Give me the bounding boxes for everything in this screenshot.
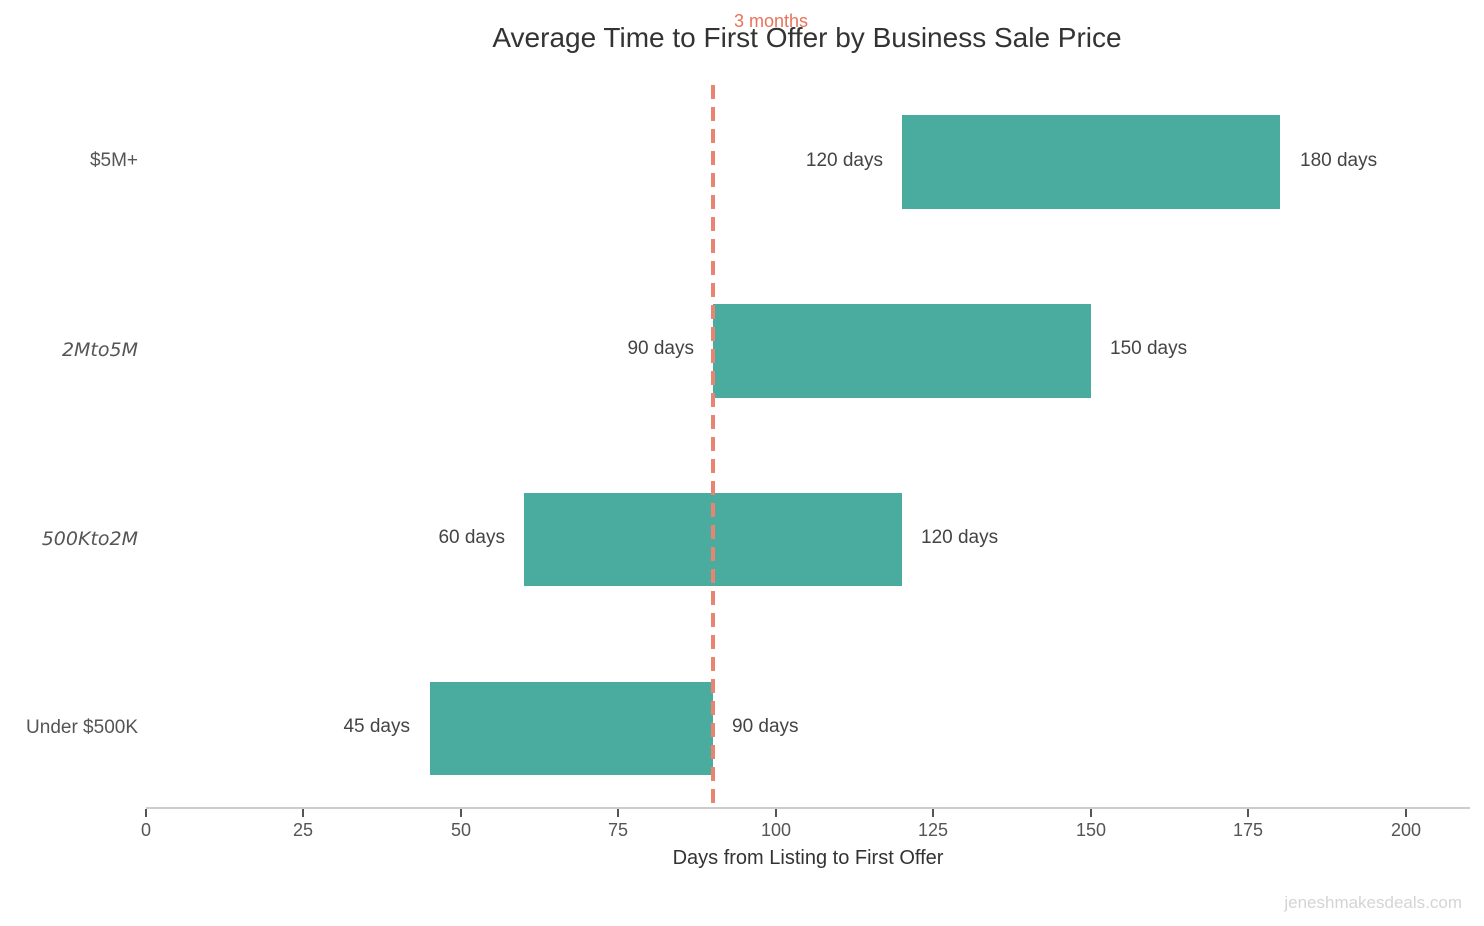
y-label-under-500k: Under $500K xyxy=(26,717,138,738)
value-label-min: 60 days xyxy=(438,527,505,548)
x-tick-label: 25 xyxy=(292,820,314,840)
x-tick xyxy=(1247,809,1249,817)
value-label-max: 120 days xyxy=(921,527,999,548)
x-tick-label: 125 xyxy=(917,820,949,840)
x-tick-label: 150 xyxy=(1075,820,1107,840)
x-tick-label: 0 xyxy=(140,820,151,840)
x-axis-title: Days from Listing to First Offer xyxy=(672,847,944,869)
x-tick-label: 175 xyxy=(1232,820,1264,840)
value-label-min: 120 days xyxy=(805,150,883,171)
value-label-min: 90 days xyxy=(627,338,694,359)
reference-line-label: 3 months xyxy=(733,11,809,31)
x-tick-label: 200 xyxy=(1390,820,1422,840)
bar-2m-to-5m xyxy=(713,304,1091,398)
x-tick xyxy=(1090,809,1092,817)
x-tick-label: 75 xyxy=(607,820,629,840)
x-tick xyxy=(460,809,462,817)
y-label-500k-to-2m: 500Kto2M xyxy=(41,528,138,550)
x-tick xyxy=(617,809,619,817)
x-tick xyxy=(302,809,304,817)
x-tick xyxy=(1405,809,1407,817)
chart-title: Average Time to First Offer by Business … xyxy=(492,22,1122,53)
x-tick xyxy=(932,809,934,817)
value-label-max: 180 days xyxy=(1300,150,1378,171)
value-label-max: 150 days xyxy=(1110,338,1188,359)
value-label-min: 45 days xyxy=(343,716,410,737)
y-label-5m-plus: $5M+ xyxy=(89,150,138,171)
x-tick-label: 50 xyxy=(450,820,472,840)
x-tick xyxy=(145,809,147,817)
x-tick xyxy=(775,809,777,817)
x-tick-label: 100 xyxy=(760,820,792,840)
watermark: jeneshmakesdeals.com xyxy=(1284,893,1462,912)
x-axis-line xyxy=(146,807,1470,809)
y-label-2m-to-5m: 2Mto5M xyxy=(61,339,138,361)
reference-line-3-months xyxy=(711,85,715,808)
bar-5m-plus xyxy=(902,115,1280,209)
value-label-max: 90 days xyxy=(732,716,799,737)
bar-under-500k xyxy=(430,682,713,775)
